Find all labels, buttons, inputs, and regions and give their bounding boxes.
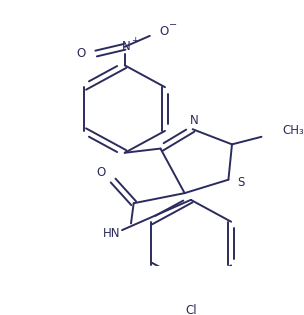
Text: −: − xyxy=(169,20,177,30)
Text: +: + xyxy=(131,36,138,45)
Text: O: O xyxy=(159,25,169,38)
Text: O: O xyxy=(76,47,85,60)
Text: S: S xyxy=(237,176,245,189)
Text: N: N xyxy=(190,114,199,127)
Text: N: N xyxy=(122,40,131,53)
Text: Cl: Cl xyxy=(185,304,197,315)
Text: HN: HN xyxy=(102,227,120,240)
Text: CH₃: CH₃ xyxy=(282,124,304,137)
Text: O: O xyxy=(97,166,106,179)
